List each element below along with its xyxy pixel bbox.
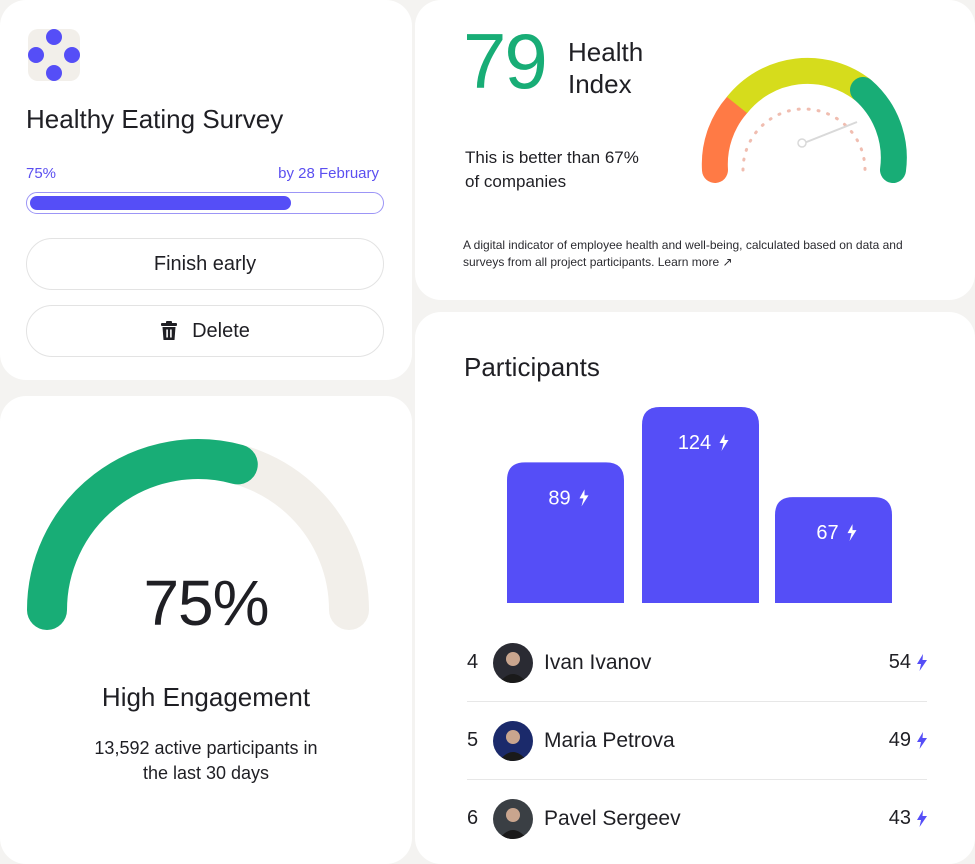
lightning-icon: [579, 489, 589, 507]
survey-progress-fill: [30, 196, 291, 210]
comparison-line1: This is better than 67%: [465, 148, 639, 167]
health-comparison: This is better than 67% of companies: [465, 146, 665, 194]
survey-title: Healthy Eating Survey: [26, 104, 284, 134]
gauge-pivot: [797, 138, 807, 148]
gauge-segment-mid: [726, 57, 872, 114]
podium-bar: [507, 462, 624, 603]
finish-early-label: Finish early: [153, 252, 257, 275]
engagement-percent: 75%: [143, 567, 269, 639]
participant-row[interactable]: 6 Pavel Sergeev 43: [467, 779, 927, 857]
health-description: A digital indicator of employee health a…: [463, 237, 903, 271]
health-title-line2: Index: [568, 69, 632, 99]
engagement-subtitle-line2: the last 30 days: [142, 763, 270, 783]
engagement-gauge: [27, 439, 369, 630]
health-score: 79: [463, 17, 548, 105]
participants-title: Participants: [464, 352, 600, 382]
health-index-title: Health Index: [568, 36, 643, 100]
comparison-line2: of companies: [465, 172, 567, 191]
gauge-segment-low: [701, 92, 750, 183]
dots-flower-logo: [28, 29, 80, 81]
engagement-card: 75% High Engagement 13,592 active partic…: [0, 396, 412, 864]
participants-card: Participants 89 124 67 4 Ivan Ivanov 54 5 Mari…: [415, 312, 975, 864]
participant-rank: 5: [467, 729, 479, 751]
finish-early-button[interactable]: Finish early: [26, 238, 384, 290]
delete-label: Delete: [192, 319, 250, 342]
participant-score-value: 54: [888, 651, 911, 673]
delete-button[interactable]: Delete: [26, 305, 384, 357]
user-avatar-maria: [493, 720, 533, 761]
lightning-icon: [917, 810, 927, 827]
lightning-icon: [917, 654, 927, 671]
user-avatar-ivan: [493, 642, 533, 683]
health-index-card: 79 Health Index This is better than 67% …: [415, 0, 975, 300]
participant-rank: 6: [467, 807, 479, 829]
due-date-label: by 28 February: [278, 165, 379, 182]
participant-score: 49: [889, 729, 927, 752]
podium-value-label: 124: [678, 432, 711, 454]
participants-list: 4 Ivan Ivanov 54 5 Maria Petrova 49 6 Pavel Ser…: [467, 624, 927, 857]
lightning-icon: [847, 524, 857, 542]
podium-value-label: 67: [816, 522, 838, 544]
user-avatar-pavel: [493, 798, 533, 839]
trash-icon: [161, 321, 178, 340]
progress-percent-label: 75%: [26, 165, 57, 182]
lightning-icon: [917, 732, 927, 749]
health-description-text: A digital indicator of employee health a…: [463, 238, 903, 269]
participant-score: 43: [889, 807, 927, 830]
engagement-gauge-fill: [27, 439, 258, 630]
survey-card: Healthy Eating Survey 75% by 28 February…: [0, 0, 412, 380]
participant-score: 54: [889, 651, 927, 674]
lightning-icon: [719, 434, 729, 451]
engagement-subtitle-line1: 13,592 active participants in: [94, 738, 318, 758]
participant-score-value: 49: [888, 729, 911, 751]
learn-more-link[interactable]: Learn more ↗: [657, 255, 733, 269]
participant-row[interactable]: 4 Ivan Ivanov 54: [467, 624, 927, 701]
participant-name: Pavel Sergeev: [544, 806, 681, 830]
participant-row[interactable]: 5 Maria Petrova 49: [467, 701, 927, 779]
podium-bar: [642, 407, 759, 603]
participants-podium-chart: 89 124 67: [507, 407, 892, 603]
participant-score-value: 43: [888, 807, 911, 829]
participant-name: Ivan Ivanov: [544, 650, 652, 674]
engagement-title: High Engagement: [101, 682, 311, 712]
podium-bar: [775, 497, 892, 603]
podium-value-label: 89: [548, 487, 570, 509]
participant-name: Maria Petrova: [544, 728, 675, 752]
survey-progress-bar: [26, 192, 384, 214]
gauge-segment-high: [850, 77, 907, 183]
participant-rank: 4: [467, 651, 479, 673]
engagement-subtitle: 13,592 active participants in the last 3…: [60, 736, 352, 786]
health-gauge: [701, 57, 907, 183]
health-title-line1: Health: [568, 37, 644, 67]
gauge-needle: [803, 121, 858, 144]
